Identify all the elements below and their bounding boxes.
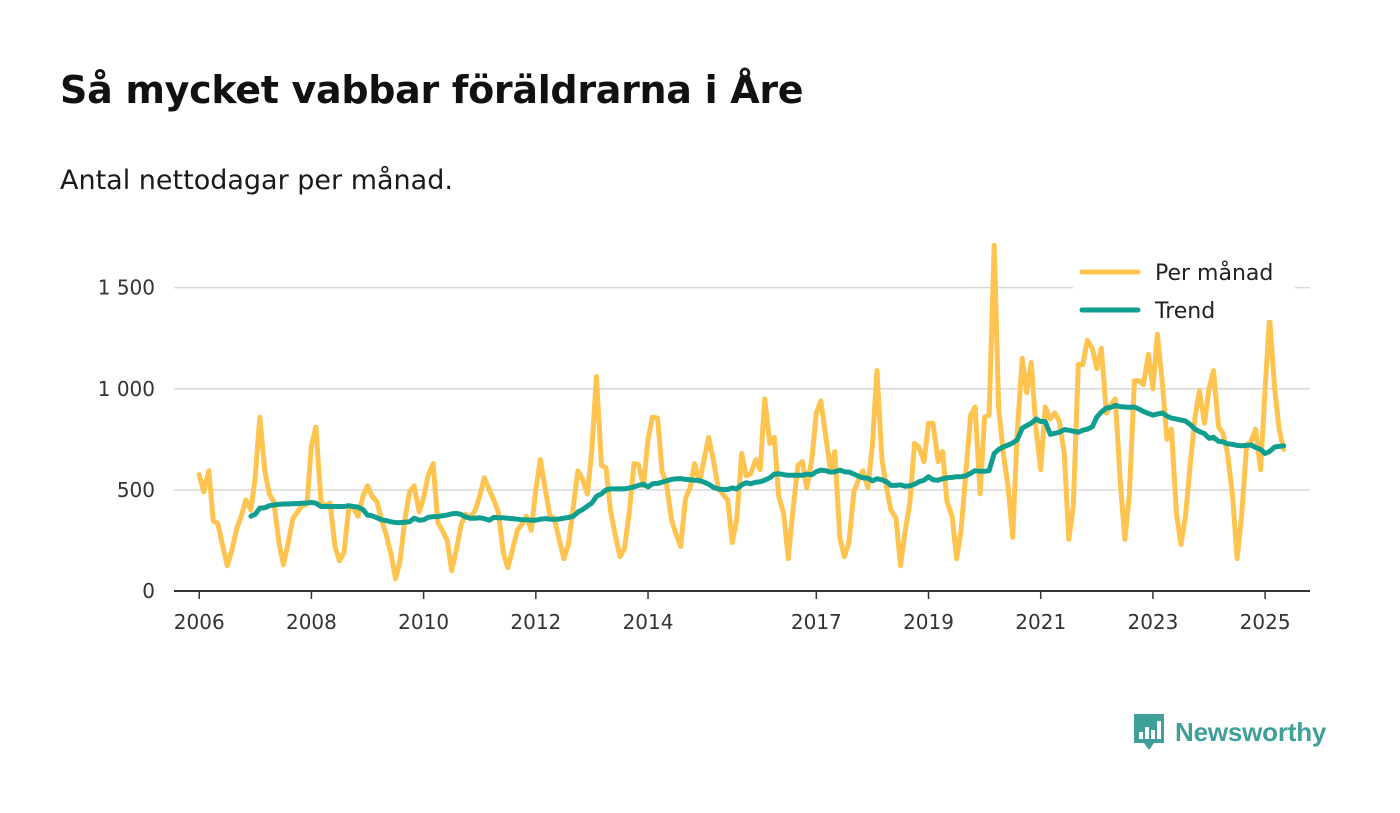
x-tick-label: 2019 xyxy=(903,610,954,634)
series-lines xyxy=(196,242,1287,582)
bar-chart-pin-icon xyxy=(1134,714,1164,750)
x-tick-label: 2023 xyxy=(1127,610,1178,634)
x-tick-label: 2010 xyxy=(398,610,449,634)
x-tick-label: 2017 xyxy=(791,610,842,634)
x-tick-label: 2012 xyxy=(510,610,561,634)
x-tick-label: 2008 xyxy=(286,610,337,634)
x-tick-label: 2021 xyxy=(1015,610,1066,634)
chart-title: Så mycket vabbar föräldrarna i Åre xyxy=(60,68,804,112)
x-tick-label: 2014 xyxy=(623,610,674,634)
y-tick-label: 1 500 xyxy=(98,276,155,300)
y-tick-label: 0 xyxy=(142,579,155,603)
y-tick-label: 500 xyxy=(117,478,155,502)
brand-name: Newsworthy xyxy=(1175,716,1327,747)
y-axis-ticks: 0 500 1 000 1 500 xyxy=(98,276,155,603)
legend: Per månad Trend xyxy=(1073,250,1295,324)
x-tick-label: 2006 xyxy=(174,610,225,634)
legend-label-trend: Trend xyxy=(1154,299,1215,324)
y-tick-label: 1 000 xyxy=(98,377,155,401)
legend-label-per-manad: Per månad xyxy=(1155,260,1273,286)
newsworthy-logo: Newsworthy xyxy=(1132,712,1326,752)
chart-subtitle: Antal nettodagar per månad. xyxy=(60,165,453,196)
series-line-trend xyxy=(248,402,1287,526)
x-tick-label: 2025 xyxy=(1240,610,1291,634)
series-line-per-manad xyxy=(196,242,1287,582)
x-axis-ticks: 2006 2008 2010 2012 2014 2017 2019 2021 2023 2025 xyxy=(174,591,1291,634)
